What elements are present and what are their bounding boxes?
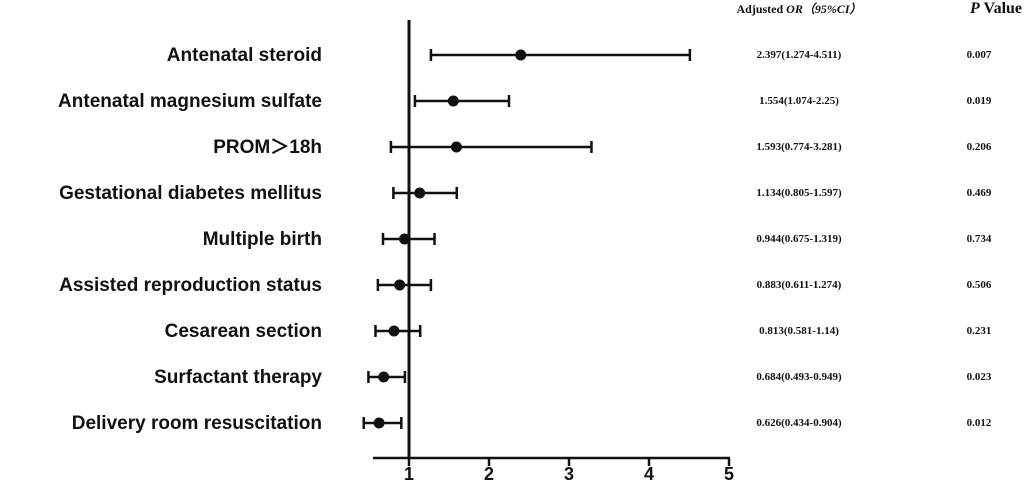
or-point <box>399 233 411 245</box>
x-tick-label: 5 <box>724 464 734 482</box>
or-ci-value: 1.593(0.774-3.281) <box>756 141 842 153</box>
row-label: Antenatal steroid <box>167 45 322 66</box>
row-label: Gestational diabetes mellitus <box>59 183 322 204</box>
or-point <box>394 279 406 291</box>
p-value: 0.012 <box>967 417 992 429</box>
forest-row: Assisted reproduction status 0.883(0.611-… <box>59 275 992 296</box>
or-ci-value: 2.397(1.274-4.511) <box>757 49 842 61</box>
or-ci-value: 1.554(1.074-2.25) <box>759 95 839 107</box>
p-column-header: P Value <box>969 0 1022 17</box>
or-header-italic: OR <box>786 2 803 16</box>
or-header-ci: （95%CI） <box>803 2 862 16</box>
or-column-header: Adjusted OR（95%CI） <box>736 2 861 16</box>
p-value: 0.023 <box>967 371 992 383</box>
x-tick-label: 1 <box>404 464 414 482</box>
row-label: Surfactant therapy <box>154 367 322 388</box>
p-value: 0.206 <box>967 141 992 153</box>
or-point <box>414 187 426 199</box>
row-label: Cesarean section <box>165 321 322 342</box>
forest-row: PROM＞18h 1.593(0.774-3.281) 0.206 <box>213 137 992 158</box>
or-point <box>515 49 527 61</box>
or-point <box>447 95 459 107</box>
or-point <box>450 141 462 153</box>
x-tick-label: 2 <box>484 464 494 482</box>
forest-row: Cesarean section 0.813(0.581-1.14) 0.231 <box>165 321 992 342</box>
or-ci-value: 0.883(0.611-1.274) <box>757 279 842 291</box>
p-value: 0.019 <box>967 95 992 107</box>
or-ci-value: 1.134(0.805-1.597) <box>756 187 842 199</box>
or-ci-value: 0.626(0.434-0.904) <box>756 417 842 429</box>
x-tick-label: 4 <box>644 464 654 482</box>
or-ci-value: 0.813(0.581-1.14) <box>759 325 839 337</box>
p-value: 0.231 <box>967 325 992 337</box>
row-label: Multiple birth <box>203 229 322 250</box>
or-point <box>378 371 390 383</box>
forest-row: Delivery room resuscitation 0.626(0.434-0… <box>72 413 992 434</box>
plot-area: 1 2 3 4 5 Antenatal steroid 2.397(1.274-4.511)… <box>58 20 992 482</box>
p-header-italic: P <box>969 0 980 17</box>
x-tick-label: 3 <box>564 464 574 482</box>
or-header-prefix: Adjusted <box>736 2 786 16</box>
forest-row: Antenatal magnesium sulfate 1.554(1.074-2… <box>58 91 992 112</box>
p-header-suffix: Value <box>980 0 1022 17</box>
row-label: Delivery room resuscitation <box>72 413 322 434</box>
or-point <box>373 417 385 429</box>
or-ci-value: 0.944(0.675-1.319) <box>756 233 842 245</box>
or-ci-value: 0.684(0.493-0.949) <box>756 371 842 383</box>
or-point <box>388 325 400 337</box>
p-value: 0.734 <box>967 233 992 245</box>
p-value: 0.469 <box>967 187 992 199</box>
row-label: Assisted reproduction status <box>59 275 322 296</box>
p-value: 0.506 <box>967 279 992 291</box>
row-label: PROM＞18h <box>213 137 322 158</box>
row-label: Antenatal magnesium sulfate <box>58 91 322 112</box>
p-value: 0.007 <box>967 49 992 61</box>
forest-row: Antenatal steroid 2.397(1.274-4.511) 0.007 <box>167 45 992 66</box>
forest-row: Gestational diabetes mellitus 1.134(0.805… <box>59 183 992 204</box>
forest-row: Surfactant therapy 0.684(0.493-0.949) 0.02… <box>154 367 992 388</box>
forest-row: Multiple birth 0.944(0.675-1.319) 0.734 <box>203 229 992 250</box>
